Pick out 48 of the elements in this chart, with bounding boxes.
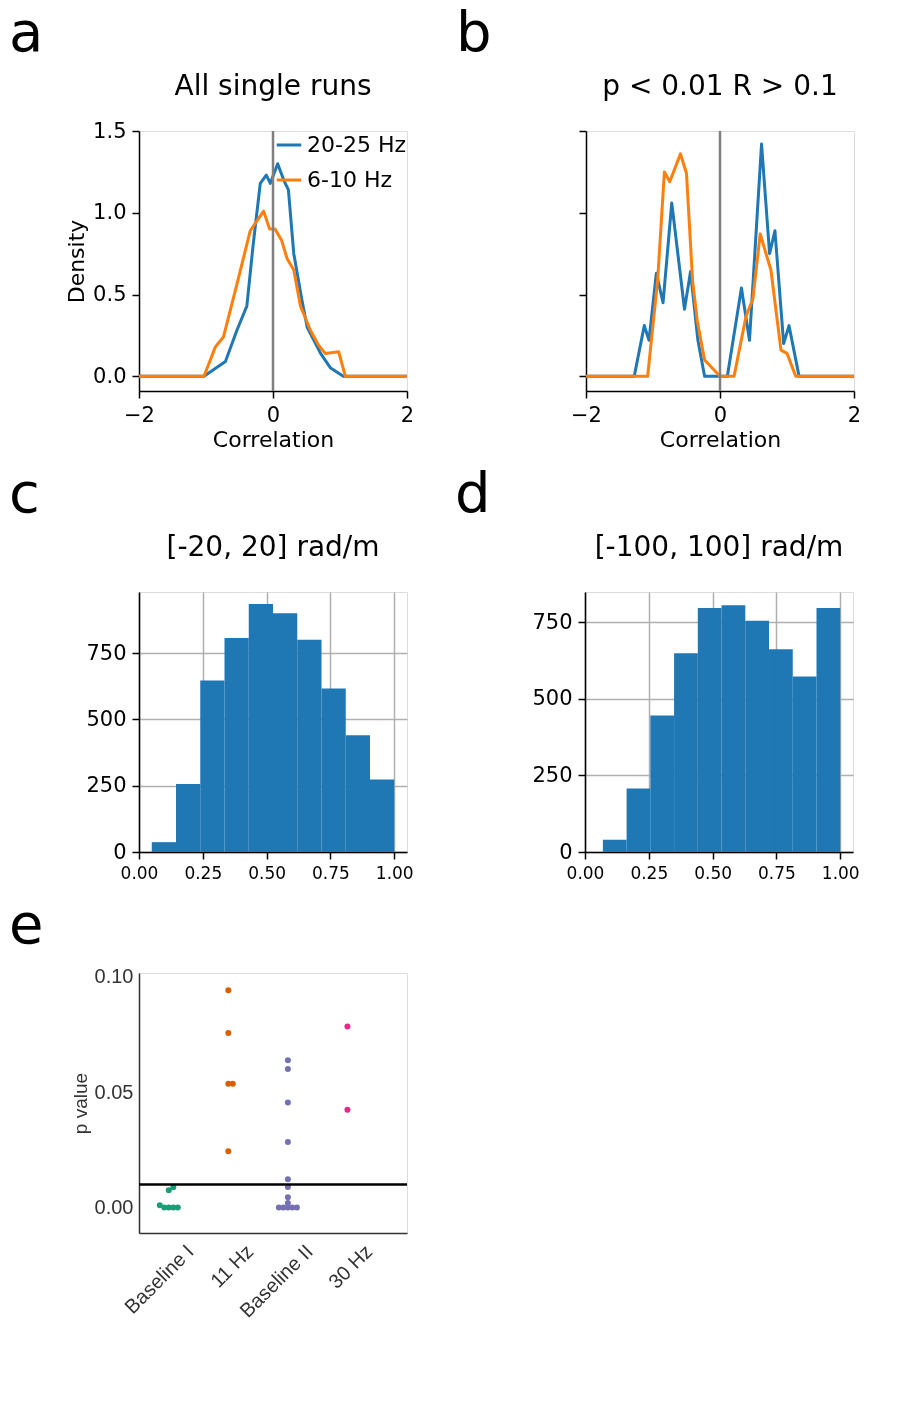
y-tick-label: 0.05 xyxy=(94,1080,134,1103)
y-tick-label: 250 xyxy=(532,762,573,787)
x-tick-label: −2 xyxy=(571,402,602,427)
y-tick-label: 750 xyxy=(532,609,573,634)
y-tick-label: 0 xyxy=(113,839,127,864)
x-tick-label: 1.00 xyxy=(821,862,860,883)
chart-title: [-100, 100] rad/m xyxy=(594,530,844,563)
text: a xyxy=(9,0,44,64)
x-tick-label: −2 xyxy=(124,402,155,427)
line-series xyxy=(137,209,409,378)
chart-title: All single runs xyxy=(174,69,372,102)
y-axis-title: p value xyxy=(69,1072,91,1135)
x-tick-label: 0.00 xyxy=(566,862,605,883)
x-tick-label: 0.75 xyxy=(312,862,350,883)
x-tick-label: 2 xyxy=(400,402,415,427)
x-tick-label: 0.25 xyxy=(630,862,669,883)
x-tick-label: 0 xyxy=(713,402,728,427)
y-tick-label: 1.5 xyxy=(93,118,127,143)
legend-label: 6-10 Hz xyxy=(307,167,393,192)
y-tick-label: 750 xyxy=(86,640,127,665)
y-axis-title: Density xyxy=(64,219,90,304)
y-tick-label: 0.5 xyxy=(93,282,127,307)
chart-title: [-20, 20] rad/m xyxy=(166,530,380,563)
x-tick-label: 30 Hz xyxy=(323,1240,377,1293)
text: d xyxy=(455,460,491,525)
x-tick-label: 0 xyxy=(266,402,281,427)
y-tick-label: 0.0 xyxy=(93,363,127,388)
x-axis-title: Correlation xyxy=(659,426,782,452)
y-tick-label: 1.0 xyxy=(93,200,127,225)
x-tick-label: 1.00 xyxy=(375,862,414,883)
y-tick-label: 0.10 xyxy=(94,964,134,987)
x-tick-label: 0.00 xyxy=(120,862,159,883)
y-tick-label: 250 xyxy=(86,773,127,798)
y-tick-label: 0 xyxy=(559,839,573,864)
x-axis-title: Correlation xyxy=(212,426,335,452)
y-tick-label: 500 xyxy=(532,686,573,711)
x-tick-label: 0.50 xyxy=(694,862,733,883)
text: e xyxy=(9,891,44,956)
x-tick-label: 0.50 xyxy=(248,862,287,883)
x-tick-label: 2 xyxy=(847,402,862,427)
x-tick-label: 0.25 xyxy=(184,862,223,883)
text: c xyxy=(9,460,40,525)
legend-label: 20-25 Hz xyxy=(307,132,407,157)
text: b xyxy=(456,0,492,64)
x-tick-label: 0.75 xyxy=(758,862,796,883)
y-tick-label: 0.00 xyxy=(94,1196,134,1219)
chart-title: p < 0.01 R > 0.1 xyxy=(602,69,838,102)
y-tick-label: 500 xyxy=(86,706,127,731)
